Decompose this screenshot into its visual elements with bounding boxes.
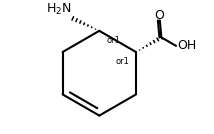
Text: O: O: [154, 9, 164, 22]
Text: or1: or1: [115, 57, 129, 66]
Text: H$_2$N: H$_2$N: [46, 2, 71, 17]
Text: OH: OH: [178, 39, 197, 52]
Text: or1: or1: [106, 36, 120, 45]
